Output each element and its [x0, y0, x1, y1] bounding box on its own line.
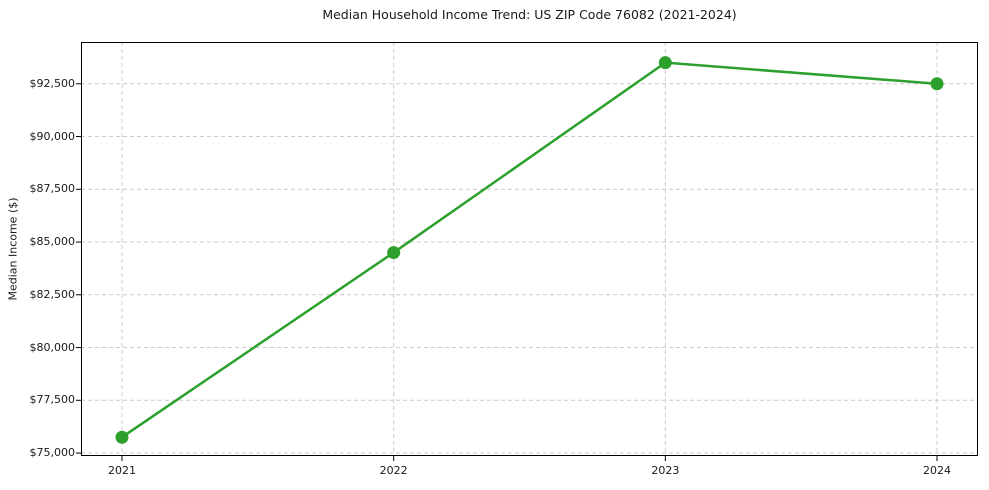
plot-frame	[81, 42, 978, 456]
data-point-marker	[658, 56, 672, 70]
data-point-marker	[930, 77, 944, 91]
y-tick-label: $92,500	[29, 76, 76, 90]
y-tick-label: $77,500	[29, 393, 76, 407]
y-tick-label: $87,500	[29, 182, 76, 196]
x-tick-label: 2022	[379, 464, 408, 477]
x-tick-label: 2023	[651, 464, 680, 477]
y-tick-label: $90,000	[29, 129, 76, 143]
x-tick-label: 2024	[923, 464, 951, 477]
y-tick-label: $80,000	[29, 340, 76, 354]
y-tick-label: $82,500	[29, 287, 76, 301]
chart-title: Median Household Income Trend: US ZIP Co…	[322, 7, 737, 22]
y-tick-label: $85,000	[29, 235, 76, 249]
x-tick-label: 2021	[108, 464, 136, 477]
data-line	[120, 61, 939, 439]
y-tick-label: $75,000	[29, 446, 76, 460]
data-point-marker	[115, 430, 129, 444]
data-point-marker	[387, 246, 401, 260]
